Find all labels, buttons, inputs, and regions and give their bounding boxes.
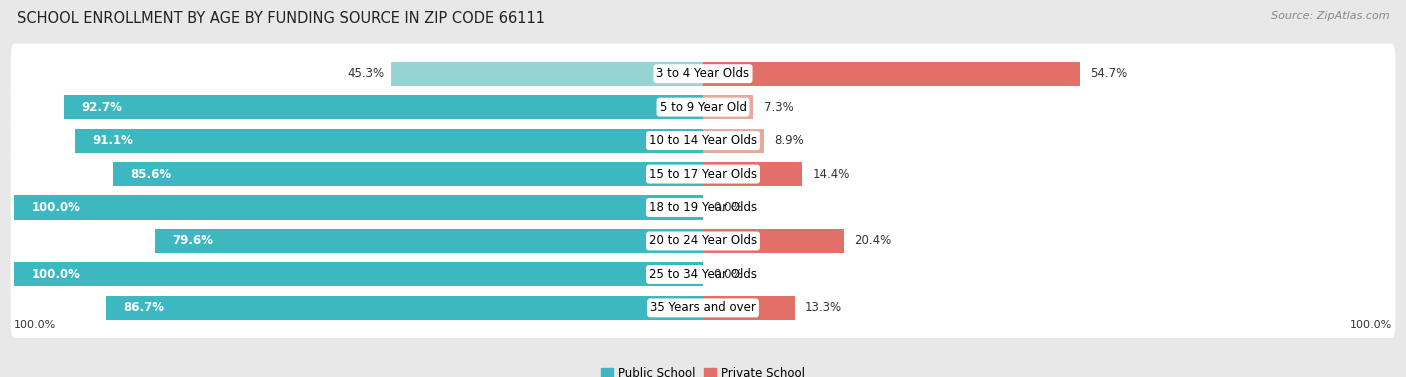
Text: 79.6%: 79.6%	[172, 234, 212, 247]
Text: 15 to 17 Year Olds: 15 to 17 Year Olds	[650, 167, 756, 181]
Text: 100.0%: 100.0%	[31, 201, 80, 214]
FancyBboxPatch shape	[11, 178, 1395, 238]
FancyBboxPatch shape	[11, 110, 1395, 171]
Bar	[391, 61, 703, 86]
Text: 100.0%: 100.0%	[1350, 320, 1392, 330]
Text: 86.7%: 86.7%	[122, 302, 165, 314]
Text: 0.0%: 0.0%	[713, 201, 742, 214]
Text: 0.0%: 0.0%	[713, 268, 742, 281]
Text: 45.3%: 45.3%	[347, 67, 384, 80]
Text: 85.6%: 85.6%	[131, 167, 172, 181]
Text: 3 to 4 Year Olds: 3 to 4 Year Olds	[657, 67, 749, 80]
Text: 25 to 34 Year Olds: 25 to 34 Year Olds	[650, 268, 756, 281]
Bar	[703, 229, 844, 253]
Text: 35 Years and over: 35 Years and over	[650, 302, 756, 314]
Bar	[114, 162, 703, 186]
Bar	[703, 95, 754, 119]
Bar	[14, 196, 703, 219]
Text: 54.7%: 54.7%	[1090, 67, 1128, 80]
Legend: Public School, Private School: Public School, Private School	[596, 362, 810, 377]
Bar	[14, 262, 703, 287]
Bar	[155, 229, 703, 253]
Text: 100.0%: 100.0%	[31, 268, 80, 281]
Text: 13.3%: 13.3%	[806, 302, 842, 314]
FancyBboxPatch shape	[11, 211, 1395, 271]
Text: 5 to 9 Year Old: 5 to 9 Year Old	[659, 101, 747, 113]
Text: SCHOOL ENROLLMENT BY AGE BY FUNDING SOURCE IN ZIP CODE 66111: SCHOOL ENROLLMENT BY AGE BY FUNDING SOUR…	[17, 11, 546, 26]
Text: Source: ZipAtlas.com: Source: ZipAtlas.com	[1271, 11, 1389, 21]
FancyBboxPatch shape	[11, 278, 1395, 338]
Bar	[703, 129, 765, 153]
Text: 10 to 14 Year Olds: 10 to 14 Year Olds	[650, 134, 756, 147]
Text: 18 to 19 Year Olds: 18 to 19 Year Olds	[650, 201, 756, 214]
Bar	[703, 296, 794, 320]
Text: 8.9%: 8.9%	[775, 134, 804, 147]
Text: 92.7%: 92.7%	[82, 101, 122, 113]
Text: 7.3%: 7.3%	[763, 101, 793, 113]
Text: 20.4%: 20.4%	[853, 234, 891, 247]
FancyBboxPatch shape	[11, 144, 1395, 204]
Bar	[65, 95, 703, 119]
Bar	[703, 162, 803, 186]
Bar	[703, 61, 1080, 86]
Text: 100.0%: 100.0%	[14, 320, 56, 330]
Text: 14.4%: 14.4%	[813, 167, 849, 181]
Bar	[105, 296, 703, 320]
FancyBboxPatch shape	[11, 77, 1395, 137]
Text: 91.1%: 91.1%	[93, 134, 134, 147]
FancyBboxPatch shape	[11, 44, 1395, 104]
Bar	[76, 129, 703, 153]
FancyBboxPatch shape	[11, 244, 1395, 305]
Text: 20 to 24 Year Olds: 20 to 24 Year Olds	[650, 234, 756, 247]
